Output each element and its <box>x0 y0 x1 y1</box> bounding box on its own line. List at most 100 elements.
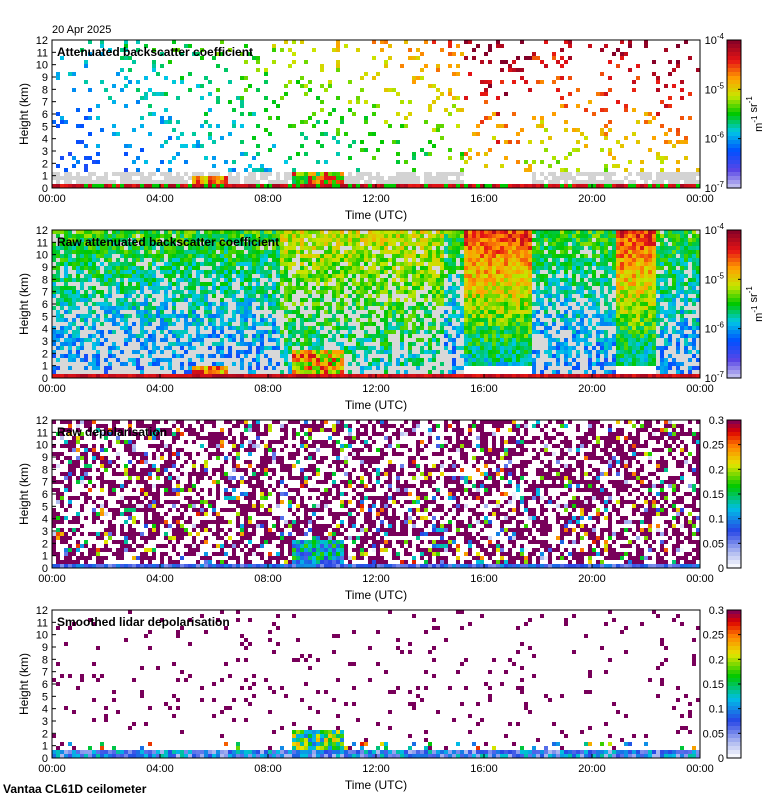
colorbar-tick-label: 10-4 <box>705 222 725 237</box>
footer-station-label: Vantaa CL61D ceilometer <box>3 782 147 796</box>
y-axis-label: Height (km) <box>17 273 31 335</box>
y-axis-label: Height (km) <box>17 653 31 715</box>
x-tick-label: 04:00 <box>146 763 174 775</box>
y-tick-label: 10 <box>36 250 48 262</box>
x-axis-label: Time (UTC) <box>345 208 407 222</box>
colorbar-tick-label: 10-7 <box>705 180 725 195</box>
y-tick-label: 12 <box>36 605 48 617</box>
y-tick-label: 11 <box>37 427 48 439</box>
colorbar-tick-label: 0 <box>718 753 724 765</box>
y-tick-label: 0 <box>42 373 48 385</box>
colorbar: 10-7 10-6 10-5 10-4 m-1 sr-1 <box>705 32 765 195</box>
y-tick-label: 2 <box>42 348 48 360</box>
x-axis-label: Time (UTC) <box>345 398 407 412</box>
y-tick-label: 12 <box>36 415 48 427</box>
x-tick-label: 12:00 <box>362 573 390 585</box>
x-tick-label: 16:00 <box>470 573 498 585</box>
y-tick-label: 4 <box>42 134 48 146</box>
x-tick-label: 08:00 <box>254 573 282 585</box>
x-tick-label: 00:00 <box>38 193 66 205</box>
colorbar-tick-label: 0.15 <box>703 679 724 691</box>
y-tick-label: 7 <box>42 477 48 489</box>
x-tick-label: 16:00 <box>470 193 498 205</box>
y-tick-label: 1 <box>42 741 48 753</box>
colorbar: 10-7 10-6 10-5 10-4 m-1 sr-1 <box>705 222 765 385</box>
y-tick-label: 9 <box>42 262 48 274</box>
colorbar: 0 0.05 0.1 0.15 0.2 0.25 0.3 <box>703 415 742 575</box>
y-tick-label: 0 <box>42 753 48 765</box>
y-tick-label: 8 <box>42 84 48 96</box>
y-tick-label: 3 <box>42 336 48 348</box>
panel-2: Raw attenuated backscatter coefficient01… <box>17 222 765 412</box>
y-tick-label: 7 <box>42 287 48 299</box>
colorbar-tick-label: 10-6 <box>705 321 725 336</box>
panel-title: Raw attenuated backscatter coefficient <box>57 235 279 249</box>
y-tick-label: 10 <box>36 630 48 642</box>
y-tick-label: 11 <box>37 47 48 59</box>
heatmap-cells <box>52 230 700 378</box>
x-tick-label: 00:00 <box>38 763 66 775</box>
panel-title: Raw depolarisation <box>57 425 167 439</box>
colorbar-tick-label: 10-5 <box>705 271 725 286</box>
x-tick-label: 08:00 <box>254 193 282 205</box>
y-axis-label: Height (km) <box>17 83 31 145</box>
x-tick-label: 04:00 <box>146 193 174 205</box>
y-tick-label: 4 <box>42 514 48 526</box>
x-tick-label: 08:00 <box>254 383 282 395</box>
y-tick-label: 6 <box>42 679 48 691</box>
colorbar-unit-label: m-1 sr-1 <box>745 286 765 322</box>
colorbar-frame <box>726 229 742 379</box>
colorbar-tick-label: 0.2 <box>709 654 724 666</box>
x-tick-label: 00:00 <box>686 763 714 775</box>
y-tick-label: 12 <box>36 225 48 237</box>
colorbar-unit-label: m-1 sr-1 <box>745 96 765 132</box>
panel-title: Attenuated backscatter coefficient <box>57 45 253 59</box>
colorbar: 0 0.05 0.1 0.15 0.2 0.25 0.3 <box>703 605 742 765</box>
x-axis-label: Time (UTC) <box>345 588 407 602</box>
colorbar-tick-label: 0.15 <box>703 489 724 501</box>
x-tick-label: 04:00 <box>146 383 174 395</box>
panel-4: Smoothed lidar depolarisation01234567891… <box>17 605 742 792</box>
colorbar-tick-label: 0.05 <box>703 728 724 740</box>
y-tick-label: 8 <box>42 464 48 476</box>
colorbar-tick-label: 10-4 <box>705 32 725 47</box>
y-tick-label: 7 <box>42 667 48 679</box>
y-tick-label: 6 <box>42 299 48 311</box>
x-tick-label: 12:00 <box>362 193 390 205</box>
y-tick-label: 0 <box>42 563 48 575</box>
x-tick-label: 08:00 <box>254 763 282 775</box>
date-label: 20 Apr 2025 <box>52 24 111 36</box>
y-tick-label: 1 <box>42 361 48 373</box>
y-tick-label: 5 <box>42 121 48 133</box>
x-tick-label: 00:00 <box>686 193 714 205</box>
y-tick-label: 8 <box>42 274 48 286</box>
x-axis-label: Time (UTC) <box>345 778 407 792</box>
colorbar-tick-label: 0.3 <box>709 415 724 427</box>
y-tick-label: 4 <box>42 704 48 716</box>
y-tick-label: 3 <box>42 146 48 158</box>
x-tick-label: 12:00 <box>362 763 390 775</box>
y-tick-label: 2 <box>42 538 48 550</box>
y-tick-label: 9 <box>42 642 48 654</box>
x-tick-label: 16:00 <box>470 763 498 775</box>
colorbar-tick-label: 0.2 <box>709 464 724 476</box>
y-tick-label: 5 <box>42 311 48 323</box>
y-tick-label: 4 <box>42 324 48 336</box>
y-tick-label: 2 <box>42 728 48 740</box>
y-axis-label: Height (km) <box>17 463 31 525</box>
y-tick-label: 3 <box>42 716 48 728</box>
x-tick-label: 00:00 <box>38 573 66 585</box>
heatmap-cells <box>52 610 700 758</box>
y-tick-label: 8 <box>42 654 48 666</box>
y-tick-label: 0 <box>42 183 48 195</box>
colorbar-tick-label: 10-7 <box>705 370 725 385</box>
y-tick-label: 2 <box>42 158 48 170</box>
y-tick-label: 7 <box>42 97 48 109</box>
panel-title: Smoothed lidar depolarisation <box>57 615 230 629</box>
panel-1: Attenuated backscatter coefficient 0 12 345… <box>17 32 765 222</box>
y-tick-label: 12 <box>36 35 48 47</box>
colorbar-tick-label: 0 <box>718 563 724 575</box>
y-tick-label: 10 <box>36 440 48 452</box>
